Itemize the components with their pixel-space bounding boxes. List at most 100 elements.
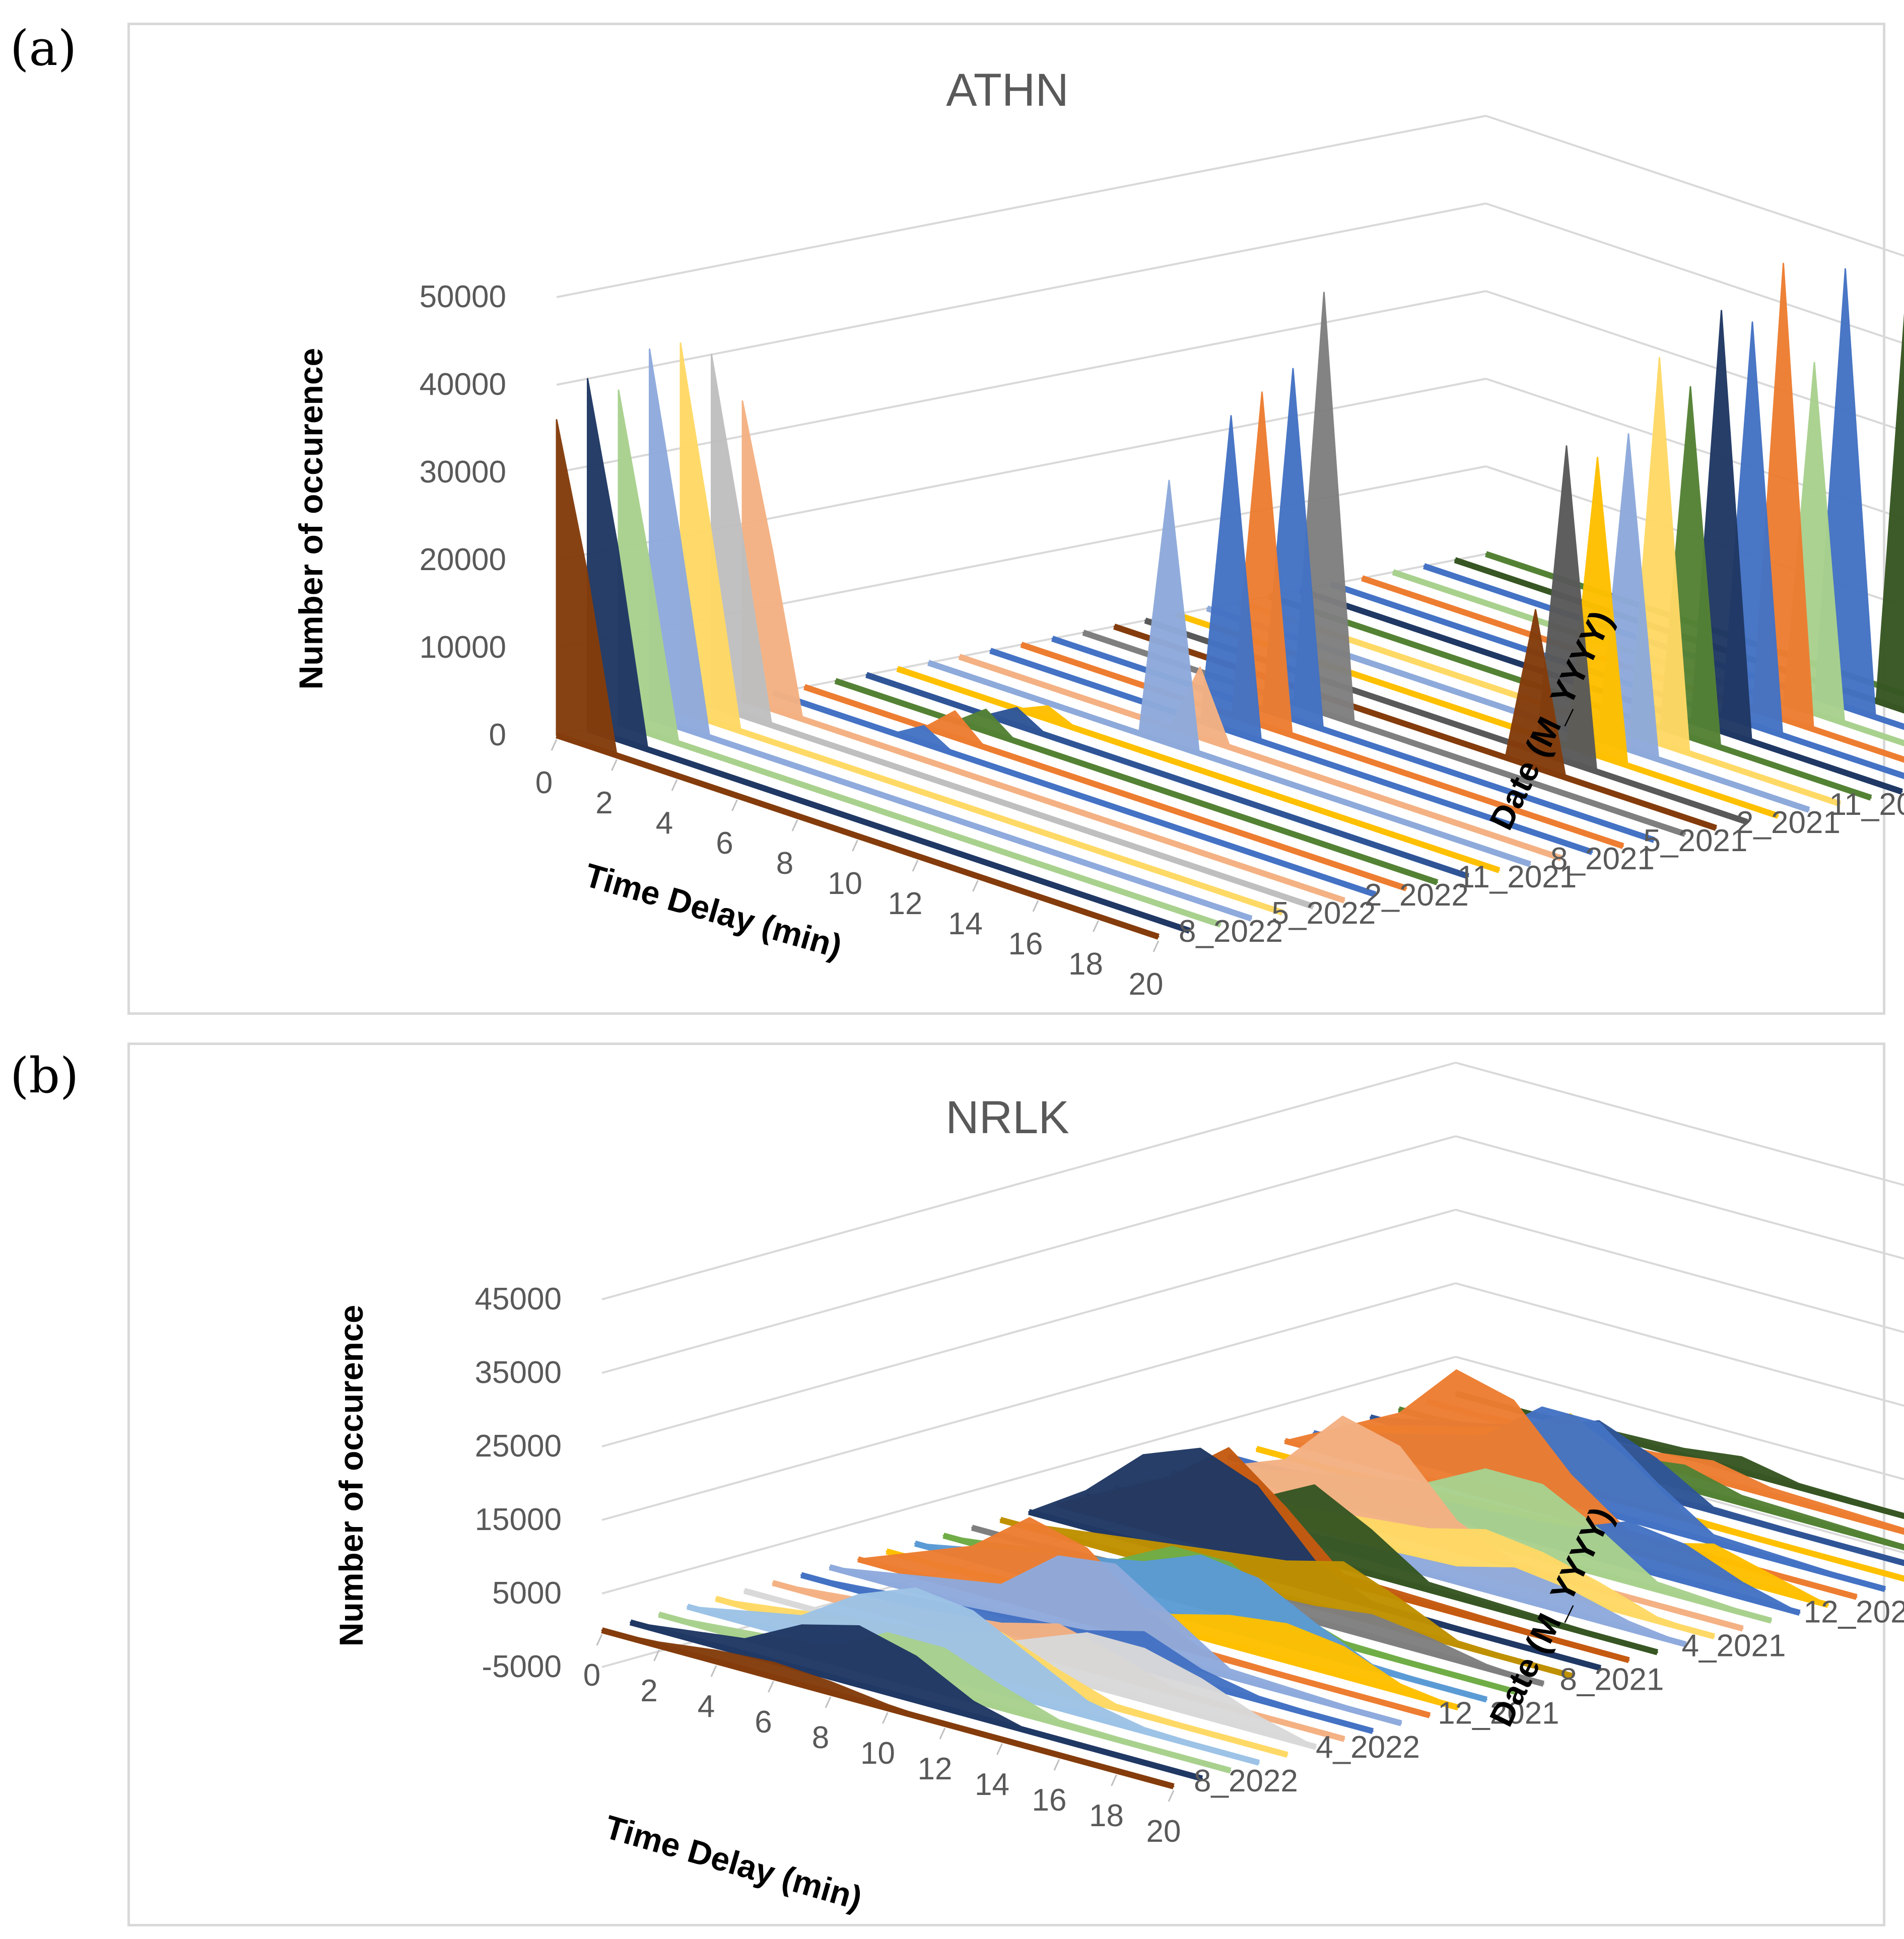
- y-tick-label: 0: [489, 718, 506, 752]
- gridline-side: [601, 1062, 1456, 1300]
- x-tick-mark: [882, 1712, 889, 1724]
- series-ribbon: [834, 678, 1439, 885]
- y-tick-label: 40000: [420, 367, 506, 402]
- gridline-back: [1455, 1356, 1904, 1481]
- date-tick-label: 2_2021: [1736, 805, 1841, 840]
- x-tick-mark: [939, 1727, 946, 1740]
- series-ribbon: [629, 1619, 1203, 1782]
- date-tick-label: 5_2021: [1644, 823, 1748, 858]
- panel-a-label: (a): [10, 20, 77, 77]
- x-tick-mark: [852, 840, 858, 852]
- x-tick-mark: [791, 819, 798, 832]
- chart-title: ATHN: [946, 64, 1069, 116]
- x-tick-mark: [996, 1743, 1003, 1755]
- x-tick-mark: [653, 1649, 660, 1661]
- series-ribbon: [999, 1516, 1573, 1679]
- date-tick-label: 8_2022: [1179, 914, 1283, 949]
- date-tick-label: 12_2020: [1804, 1595, 1904, 1629]
- y-axis-title: Number of occurence: [332, 1305, 370, 1647]
- x-tick-mark: [912, 860, 919, 872]
- x-tick-label: 18: [1068, 947, 1103, 982]
- gridline-back: [1455, 1282, 1904, 1407]
- y-tick-label: 50000: [420, 280, 506, 314]
- series-ribbon: [958, 654, 1562, 861]
- series-ribbon: [927, 660, 1531, 867]
- y-tick-label: 45000: [475, 1282, 562, 1317]
- series-ribbon: [989, 648, 1593, 855]
- series-ribbon: [586, 726, 1191, 934]
- series-ribbon: [679, 708, 1283, 916]
- series-ribbon: [741, 696, 1345, 904]
- series-ribbon: [896, 666, 1501, 873]
- x-tick-label: 14: [948, 907, 983, 941]
- date-tick-label: 8_2021: [1550, 842, 1655, 876]
- date-tick-label: 4_2021: [1682, 1628, 1786, 1663]
- chart-title: NRLK: [945, 1092, 1069, 1143]
- gridline-back: [1455, 1209, 1904, 1334]
- x-tick-label: 10: [828, 866, 862, 901]
- x-tick-mark: [671, 779, 678, 791]
- x-tick-mark: [825, 1696, 832, 1708]
- gridline-back: [1485, 202, 1904, 344]
- series-ribbon: [1020, 642, 1624, 849]
- x-tick-mark: [972, 880, 979, 892]
- x-tick-label: 0: [583, 1658, 600, 1693]
- y-tick-label: 20000: [420, 542, 506, 577]
- date-tick-label: 4_2022: [1316, 1730, 1420, 1765]
- x-axis-title: Time Delay (min): [601, 1808, 866, 1917]
- y-tick-label: 10000: [420, 630, 506, 665]
- x-tick-label: 16: [1032, 1783, 1067, 1818]
- series-ribbon: [618, 720, 1221, 928]
- y-tick-label: 35000: [475, 1355, 562, 1390]
- x-tick-label: 6: [716, 826, 733, 861]
- series-ribbon: [865, 672, 1469, 879]
- y-axis-title: Number of occurence: [292, 348, 329, 690]
- gridline-side: [556, 202, 1486, 386]
- gridline-back: [1485, 115, 1904, 257]
- x-tick-mark: [731, 799, 738, 811]
- x-tick-label: 20: [1129, 967, 1164, 1002]
- series-ribbon: [803, 684, 1407, 891]
- x-tick-label: 20: [1146, 1814, 1181, 1849]
- gridline-side: [601, 1209, 1456, 1447]
- x-tick-mark: [710, 1665, 717, 1677]
- x-tick-label: 10: [860, 1736, 895, 1771]
- x-tick-mark: [1152, 940, 1160, 952]
- series-ribbon: [710, 702, 1315, 910]
- series-ribbon: [648, 714, 1253, 922]
- x-tick-mark: [596, 1634, 603, 1646]
- date-tick-label: 2_2022: [1365, 878, 1469, 913]
- date-tick-label: 5_2022: [1272, 896, 1376, 931]
- series-ribbon: [556, 732, 1160, 940]
- x-tick-mark: [1111, 1774, 1117, 1786]
- chart-athn: ATHN 0 10000 20000 30000 40000 50000 0 2 4 6 8 10 12 1…: [292, 64, 1904, 1002]
- x-tick-label: 14: [975, 1767, 1009, 1802]
- series-ribbon: [772, 690, 1377, 897]
- x-tick-label: 16: [1008, 927, 1043, 961]
- x-tick-label: 8: [812, 1720, 829, 1755]
- gridline-side: [601, 1135, 1456, 1374]
- x-tick-mark: [1053, 1759, 1060, 1771]
- gridline-side: [601, 1282, 1456, 1521]
- x-tick-label: 12: [918, 1752, 953, 1786]
- x-tick-label: 2: [640, 1674, 657, 1708]
- y-tick-label: 15000: [475, 1502, 562, 1537]
- y-tick-label: -5000: [482, 1649, 562, 1684]
- date-tick-label: 12_2021: [1438, 1696, 1559, 1731]
- x-tick-label: 18: [1089, 1798, 1124, 1833]
- date-tick-label: 8_2021: [1559, 1663, 1664, 1697]
- x-tick-mark: [1093, 920, 1099, 932]
- x-tick-mark: [551, 739, 558, 751]
- x-tick-mark: [611, 759, 618, 771]
- panel-b-label: (b): [10, 1048, 79, 1104]
- x-tick-label: 4: [656, 806, 673, 841]
- x-tick-label: 0: [535, 766, 553, 800]
- x-tick-label: 8: [776, 846, 793, 881]
- gridline-side: [556, 115, 1486, 298]
- x-tick-mark: [768, 1681, 774, 1693]
- date-tick-label: 8_2022: [1194, 1764, 1298, 1798]
- gridline-back: [1455, 1135, 1904, 1260]
- y-tick-label: 30000: [420, 455, 506, 490]
- gridline-side: [601, 1356, 1456, 1595]
